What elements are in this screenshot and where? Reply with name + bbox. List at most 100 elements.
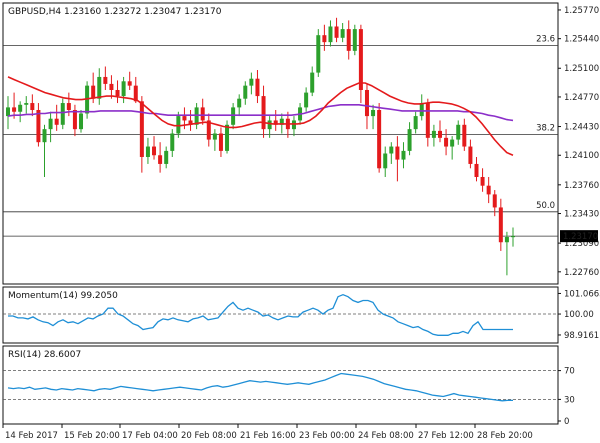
candle-body: [200, 107, 205, 121]
x-tick-label: 23 Feb 00:00: [299, 431, 355, 441]
x-tick-label: 17 Feb 04:00: [122, 431, 178, 441]
candle-body: [127, 81, 132, 86]
candle-body: [188, 120, 193, 125]
price-panel-frame: [2, 2, 559, 285]
price-tick-label: 1.25440: [564, 35, 599, 45]
candle-body: [377, 110, 382, 169]
candle-body: [24, 103, 29, 105]
x-tick-label: 27 Feb 12:00: [418, 431, 474, 441]
price-tick-label: 1.23430: [564, 210, 599, 220]
candle-body: [413, 116, 418, 130]
momentum-panel-frame: [2, 286, 559, 344]
rsi-line: [7, 372, 513, 402]
candle-body: [279, 118, 284, 125]
momentum-tick-label: 101.0663: [564, 289, 600, 299]
candle-body: [498, 207, 503, 243]
ma-purple-line: [7, 104, 514, 122]
candle-body: [291, 120, 296, 130]
price-tick-label: 1.24100: [564, 151, 599, 161]
candle-body: [158, 155, 163, 164]
candle-body: [364, 89, 369, 117]
candle-body: [358, 29, 363, 90]
price-tick-label: 1.25100: [564, 64, 599, 74]
candle-body: [152, 146, 157, 156]
candle-body: [419, 103, 424, 117]
price-tick-label: 1.23090: [564, 239, 599, 249]
candle-body: [316, 35, 321, 73]
price-tick-label: 1.24430: [564, 123, 599, 133]
momentum-line: [8, 293, 513, 336]
x-tick-label: 28 Feb 20:00: [477, 431, 533, 441]
candle-body: [407, 129, 412, 151]
candle-body: [109, 83, 114, 90]
candle-body: [261, 96, 266, 130]
candle-body: [164, 150, 169, 164]
candle-body: [249, 78, 254, 86]
candle-body: [450, 139, 455, 147]
fib-level-label: 38.2: [536, 123, 555, 133]
candle-body: [255, 78, 260, 97]
candle-body: [328, 26, 333, 43]
candle-body: [48, 118, 53, 130]
candle-body: [60, 103, 65, 125]
candle-body: [334, 26, 339, 38]
candle-body: [492, 194, 497, 208]
candle-body: [304, 92, 309, 108]
x-tick-label: 14 Feb 2017: [5, 431, 58, 441]
candle-body: [511, 236, 515, 238]
candle-body: [145, 146, 150, 157]
candle-body: [273, 120, 278, 125]
candle-body: [12, 107, 17, 112]
candle-body: [352, 29, 357, 51]
candle-body: [176, 116, 181, 134]
x-tick-label: 21 Feb 16:00: [240, 431, 296, 441]
candle-body: [486, 185, 491, 195]
candle-body: [54, 118, 59, 125]
momentum-tick-label: 98.9161: [564, 331, 599, 341]
candle-body: [346, 29, 351, 51]
current-price-label: 1.23170: [563, 232, 598, 242]
candle-body: [18, 104, 23, 112]
x-tick-label: 24 Feb 08:00: [358, 431, 414, 441]
chart-title: GBPUSD,H4 1.23160 1.23272 1.23047 1.2317…: [8, 7, 222, 17]
candle-body: [462, 124, 467, 147]
candle-body: [91, 85, 96, 99]
candle-body: [310, 72, 315, 93]
candle-body: [30, 103, 35, 111]
candle-body: [170, 133, 175, 151]
candle-body: [389, 146, 394, 154]
candle-body: [437, 130, 442, 138]
price-tick-label: 1.25770: [564, 6, 599, 16]
candle-body: [225, 124, 230, 151]
candle-body: [474, 163, 479, 177]
rsi-tick-label: 30: [564, 395, 575, 405]
candle-body: [115, 89, 120, 97]
candle-body: [267, 120, 272, 130]
candle-body: [79, 113, 84, 130]
rsi-title: RSI(14) 28.6007: [8, 350, 81, 360]
candle-body: [66, 103, 71, 111]
candle-body: [383, 153, 388, 169]
candle-body: [121, 81, 126, 97]
candle-body: [42, 129, 47, 143]
candle-body: [133, 85, 138, 102]
candle-body: [182, 116, 187, 121]
candle-body: [468, 146, 473, 164]
momentum-title: Momentum(14) 99.2050: [8, 291, 118, 301]
candle-body: [395, 146, 400, 160]
candle-body: [212, 133, 217, 140]
x-tick-label: 15 Feb 20:00: [64, 431, 120, 441]
candle-body: [243, 85, 248, 99]
fib-level-label: 23.6: [536, 35, 555, 45]
candle-body: [401, 150, 406, 160]
rsi-panel-frame: [2, 345, 559, 425]
candle-body: [103, 76, 108, 84]
rsi-tick-label: 70: [564, 367, 575, 377]
candle-body: [322, 35, 327, 43]
rsi-tick-label: 0: [564, 417, 569, 427]
candle-body: [444, 137, 449, 147]
price-tick-label: 1.22760: [564, 268, 599, 278]
ma-red-line: [7, 76, 514, 156]
x-tick-label: 20 Feb 08:00: [181, 431, 237, 441]
